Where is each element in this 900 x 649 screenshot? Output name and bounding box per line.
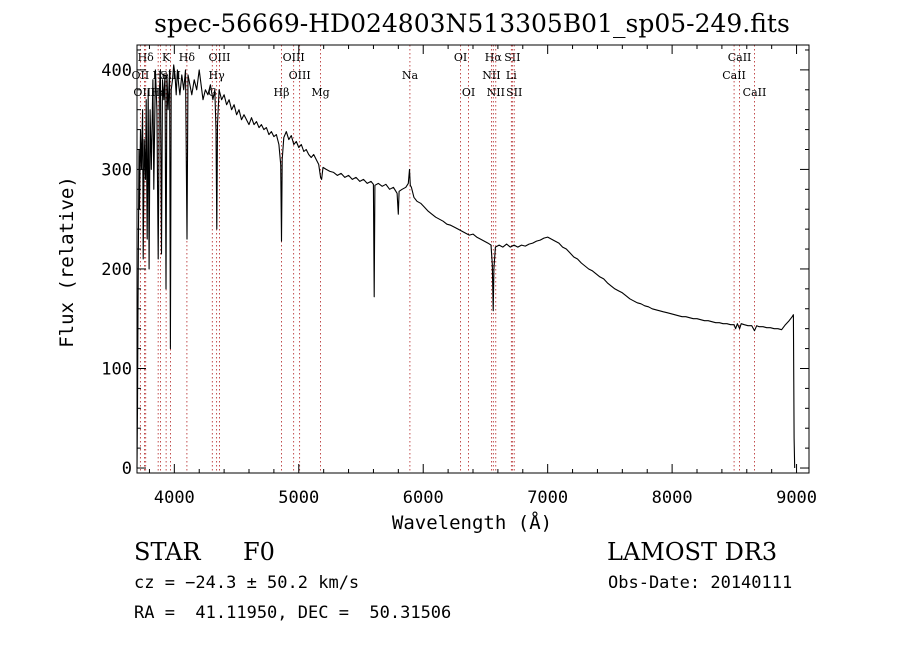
- line-label-8: CaII: [728, 51, 752, 64]
- chart-title: spec-56669-HD024803N513305B01_sp05-249.f…: [154, 9, 790, 38]
- redshift-readout: cz = −24.3 ± 50.2 km/s: [134, 573, 360, 593]
- line-label-17: CaII: [722, 69, 746, 82]
- flux-series: [136, 64, 796, 469]
- line-label-3: OIII: [208, 51, 230, 64]
- line-label-4: OIII: [283, 51, 305, 64]
- x-tick-label-2: 6000: [403, 488, 444, 508]
- series-line-0: [136, 64, 796, 469]
- line-label-6: Hα: [485, 51, 503, 64]
- line-label-23: OI: [462, 86, 475, 99]
- x-tick-label-5: 9000: [776, 488, 817, 508]
- spectral-subclass: F0: [243, 538, 275, 566]
- line-label-24: NII: [487, 86, 505, 99]
- x-axis-label: Wavelength (Å): [392, 511, 552, 534]
- line-label-14: Na: [402, 69, 419, 82]
- axis-ticks: 4000 5000 6000 7000 8000 9000 0 100 200 300 400: [101, 45, 817, 508]
- y-tick-label-2: 200: [101, 260, 132, 280]
- line-label-5: OI: [454, 51, 467, 64]
- line-label-0: Hδ: [138, 51, 155, 64]
- y-tick-label-3: 300: [101, 160, 132, 180]
- line-label-21: Hβ: [274, 86, 290, 99]
- survey-name: LAMOST DR3: [607, 538, 778, 566]
- obs-date: Obs-Date: 20140111: [608, 573, 793, 593]
- y-tick-label-4: 400: [101, 61, 132, 81]
- line-label-7: SII: [504, 51, 520, 64]
- line-label-16: Li: [506, 69, 517, 82]
- line-label-1: K: [162, 51, 171, 64]
- x-tick-label-0: 4000: [154, 488, 195, 508]
- line-label-18: OIII: [133, 86, 155, 99]
- line-label-22: Mg: [311, 86, 329, 99]
- line-label-12: Hγ: [209, 69, 226, 82]
- line-label-26: CaII: [743, 86, 767, 99]
- line-label-25: SII: [506, 86, 522, 99]
- line-label-20: G: [208, 86, 217, 99]
- line-label-2: Hδ: [179, 51, 196, 64]
- line-label-15: NII: [482, 69, 500, 82]
- x-tick-label-1: 5000: [278, 488, 319, 508]
- y-tick-label-1: 100: [101, 359, 132, 379]
- line-label-9: OII: [132, 69, 150, 82]
- object-class: STAR: [134, 538, 201, 566]
- x-tick-label-4: 8000: [652, 488, 693, 508]
- plot-frame: [136, 44, 810, 474]
- coordinates: RA = 41.11950, DEC = 50.31506: [134, 603, 452, 623]
- line-label-13: OIII: [289, 69, 311, 82]
- y-tick-label-0: 0: [122, 459, 132, 479]
- x-tick-label-3: 7000: [527, 488, 568, 508]
- y-axis-label: Flux (relative): [56, 176, 78, 348]
